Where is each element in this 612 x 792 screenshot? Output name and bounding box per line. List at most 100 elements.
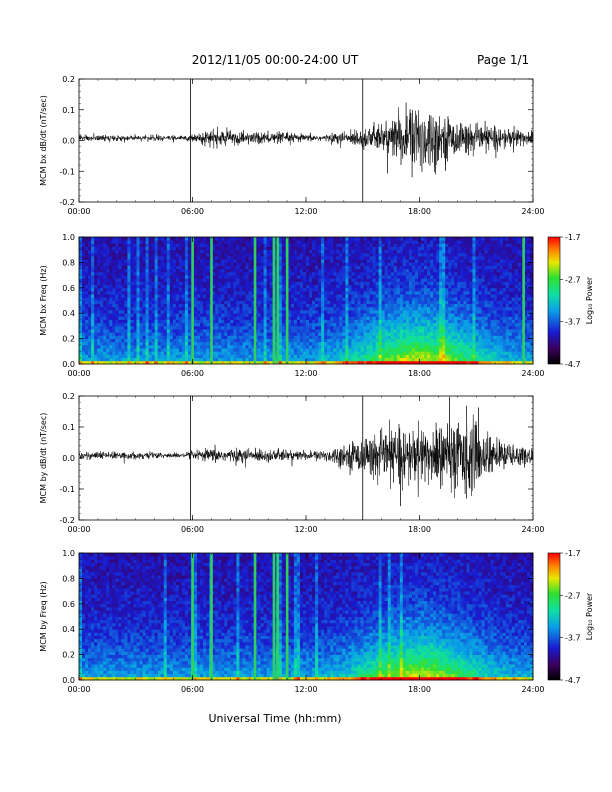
spectrogram-cell: [166, 338, 171, 343]
spectrogram-cell: [351, 294, 355, 298]
spectrogram-cell: [91, 237, 95, 241]
spectrogram-cell: [103, 278, 107, 282]
spectrogram-cell: [269, 332, 274, 336]
spectrogram-cell: [124, 300, 128, 305]
spectrogram-cell: [218, 256, 222, 260]
spectrogram-cell: [103, 335, 107, 339]
spectrogram-cell: [166, 252, 171, 257]
spectrogram-cell: [266, 325, 271, 330]
spectrogram-cell: [357, 329, 361, 333]
spectrogram-cell: [411, 316, 416, 320]
spectrogram-cell: [194, 325, 198, 330]
spectrogram-cell: [248, 246, 252, 251]
spectrogram-cell: [136, 325, 140, 330]
spectrogram-cell: [236, 281, 240, 286]
spectrogram-cell: [203, 351, 207, 355]
spectrogram-cell: [145, 341, 150, 346]
spectrogram-cell: [411, 344, 416, 349]
spectrogram-cell: [212, 313, 216, 317]
spectrogram-cell: [163, 322, 168, 327]
spectrogram-cell: [230, 281, 234, 286]
spectrogram-cell: [433, 322, 437, 327]
spectrogram-cell: [381, 341, 386, 346]
spectrogram-cell: [85, 341, 89, 346]
spectrogram-cell: [175, 332, 180, 336]
spectrogram-cell: [172, 338, 177, 343]
spectrogram-cell: [445, 351, 449, 355]
spectrogram-cell: [433, 297, 437, 301]
spectrogram-cell: [230, 322, 234, 327]
spectrogram-cell: [133, 237, 137, 241]
spectrogram-cell: [106, 237, 110, 241]
spectrogram-cell: [439, 243, 443, 247]
spectrogram-cell: [97, 275, 101, 279]
spectrogram-cell: [414, 357, 419, 362]
spectrogram-cell: [312, 316, 316, 320]
spectrogram-cell: [221, 259, 225, 263]
spectrogram-cell: [175, 357, 180, 362]
spectrogram-cell: [91, 319, 95, 324]
spectrogram-cell: [333, 335, 337, 339]
spectrogram-cell: [100, 300, 104, 305]
spectrogram-cell: [396, 348, 401, 352]
spectrogram-cell: [345, 303, 349, 308]
spectrogram-cell: [245, 249, 249, 254]
spectrogram-cell: [436, 310, 440, 314]
spectrogram-cell: [227, 271, 231, 276]
spectrogram-cell: [163, 281, 168, 286]
spectrogram-cell: [378, 243, 383, 247]
spectrogram-cell: [184, 360, 189, 365]
spectrogram-cell: [269, 357, 274, 362]
spectrogram-cell: [206, 290, 210, 295]
spectrogram-cell: [112, 256, 116, 260]
spectrogram-cell: [299, 294, 304, 298]
spectrogram-cell: [187, 329, 192, 333]
spectrogram-cell: [306, 281, 310, 286]
spectrogram-cell: [351, 249, 355, 254]
spectrogram-cell: [287, 252, 292, 257]
spectrogram-cell: [266, 246, 271, 251]
spectrogram-cell: [79, 300, 83, 305]
spectrogram-cell: [233, 284, 237, 289]
spectrogram-cell: [339, 325, 343, 330]
spectrogram-cell: [387, 259, 392, 263]
spectrogram-cell: [427, 297, 431, 301]
spectrogram-cell: [287, 325, 292, 330]
spectrogram-cell: [100, 252, 104, 257]
spectrogram-cell: [399, 332, 404, 336]
spectrogram-cell: [399, 271, 404, 276]
spectrogram-cell: [124, 262, 128, 266]
spectrogram-cell: [309, 290, 313, 295]
spectrogram-cell: [290, 325, 295, 330]
spectrogram-cell: [436, 354, 440, 359]
spectrogram-cell: [281, 246, 286, 251]
spectrogram-cell: [393, 344, 398, 349]
spectrogram-cell: [387, 290, 392, 295]
spectrogram-cell: [402, 322, 407, 327]
spectrogram-cell: [336, 310, 340, 314]
spectrogram-cell: [166, 322, 171, 327]
spectrogram-cell: [187, 240, 192, 244]
spectrogram-cell: [233, 303, 237, 308]
spectrogram-cell: [82, 354, 86, 359]
spectrogram-cell: [91, 329, 95, 333]
spectrogram-cell: [424, 332, 428, 336]
spectrogram-cell: [212, 341, 216, 346]
spectrogram-cell: [212, 319, 216, 324]
spectrogram-cell: [200, 294, 204, 298]
spectrogram-cell: [242, 316, 246, 320]
spectrogram-cell: [312, 310, 316, 314]
spectrogram-cell: [351, 243, 355, 247]
spectrogram-cell: [315, 306, 319, 311]
spectrogram-cell: [248, 294, 252, 298]
spectrogram-cell: [393, 360, 398, 365]
spectrogram-cell: [115, 322, 119, 327]
spectrogram-cell: [399, 297, 404, 301]
spectrogram-cell: [296, 287, 301, 292]
spectrogram-cell: [163, 252, 168, 257]
spectrogram-cell: [336, 322, 340, 327]
spectrogram-cell: [236, 259, 240, 263]
spectrogram-cell: [112, 243, 116, 247]
spectrogram-cell: [269, 360, 274, 365]
spectrogram-cell: [387, 332, 392, 336]
